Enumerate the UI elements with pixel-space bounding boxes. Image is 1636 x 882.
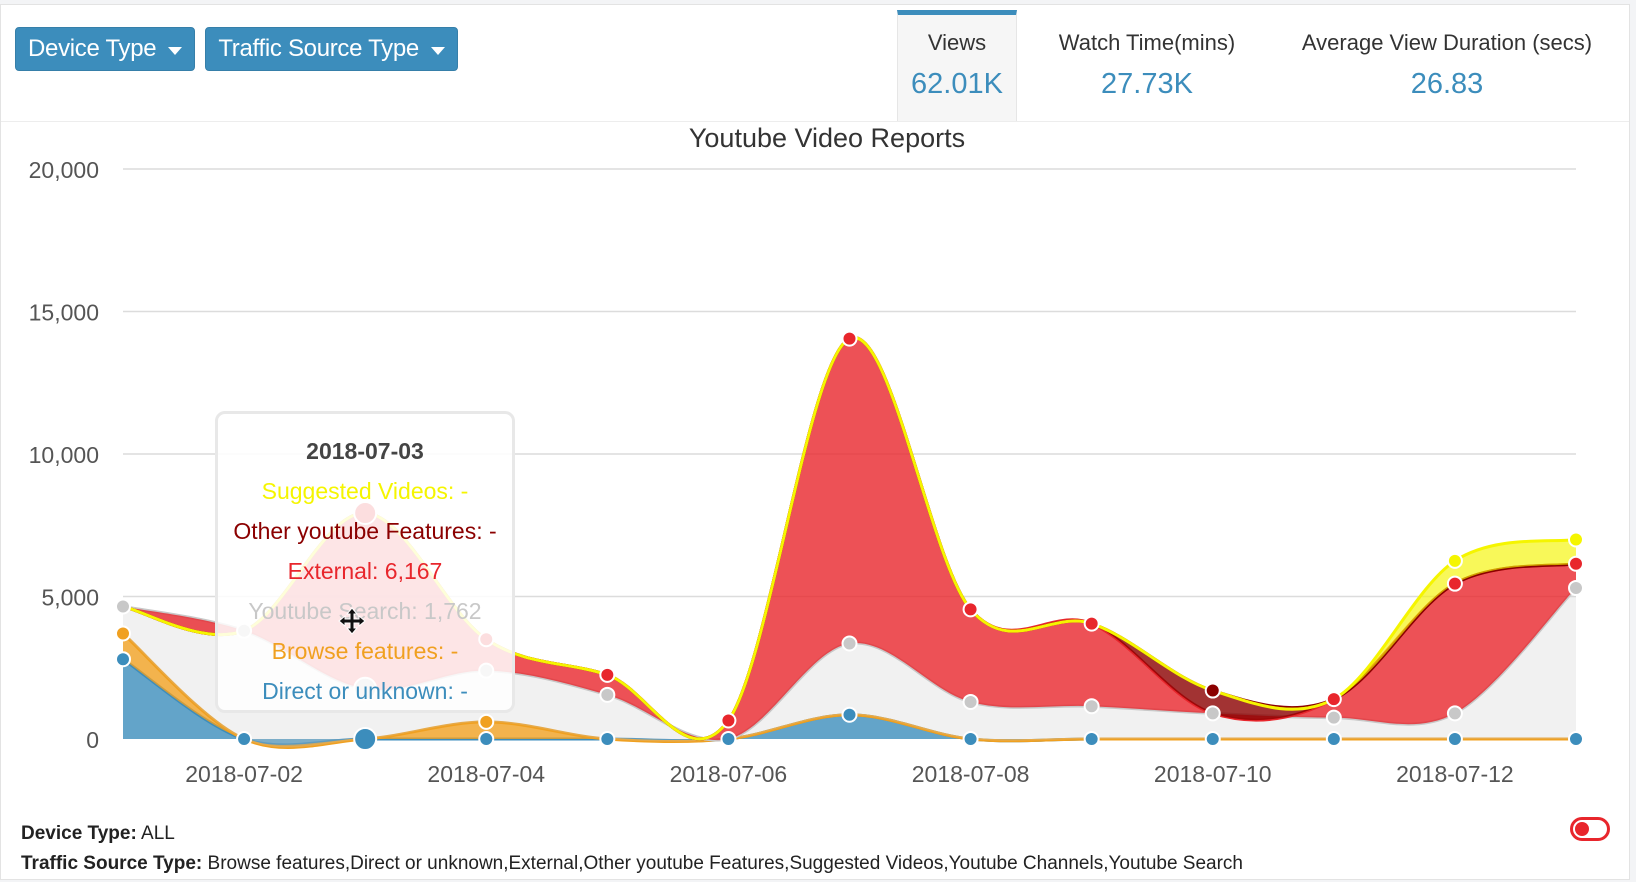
- data-point: [841, 635, 858, 652]
- metric-label: Watch Time(mins): [1058, 30, 1236, 55]
- device-type-dropdown[interactable]: Device Type: [15, 27, 196, 71]
- x-tick-label: 2018-07-12: [1396, 761, 1514, 787]
- data-point: [1568, 731, 1584, 747]
- data-point: [1568, 555, 1584, 572]
- traffic-source-dropdown[interactable]: Traffic Source Type: [205, 27, 458, 71]
- metric-value: 26.83: [1410, 68, 1484, 100]
- metric-tabs: Views 62.01K Watch Time(mins) 27.73K Ave…: [897, 10, 1617, 122]
- toggle-knob: [1575, 822, 1589, 836]
- tooltip-date: 2018-07-03: [306, 438, 424, 464]
- data-point: [962, 693, 979, 710]
- data-point: [478, 713, 495, 730]
- data-point: [599, 731, 616, 747]
- data-point: [720, 731, 737, 747]
- y-tick-label: 20,000: [29, 157, 99, 183]
- metric-tab-views[interactable]: Views 62.01K: [897, 10, 1017, 122]
- chart-tooltip: 2018-07-03 Suggested Videos: - Other yout…: [215, 411, 515, 713]
- toggle-switch[interactable]: [1570, 817, 1610, 841]
- traffic-source-summary-label: Traffic Source Type:: [21, 853, 203, 874]
- data-point: [1568, 531, 1584, 548]
- data-point: [720, 712, 737, 729]
- data-point: [115, 625, 131, 642]
- y-tick-label: 15,000: [29, 300, 99, 326]
- data-point: [1204, 705, 1221, 722]
- traffic-source-summary: Traffic Source Type: Browse features,Dir…: [21, 849, 1243, 879]
- data-point: [115, 651, 131, 668]
- tooltip-line: Other youtube Features: -: [233, 518, 497, 544]
- chart-axes: 0 5,000 10,000 15,000 20,000 2018-07-02 2018-0…: [29, 157, 1514, 787]
- data-point: [962, 731, 979, 747]
- data-point: [962, 601, 979, 618]
- y-tick-label: 10,000: [29, 442, 99, 468]
- metric-label: Views: [927, 30, 987, 55]
- traffic-source-label: Traffic Source Type: [218, 35, 419, 62]
- x-tick-label: 2018-07-06: [670, 761, 788, 787]
- x-tick-label: 2018-07-04: [427, 761, 545, 787]
- data-point: [115, 598, 131, 615]
- y-tick-label: 5,000: [41, 585, 99, 611]
- data-point: [1446, 705, 1463, 722]
- data-point: [1446, 552, 1463, 569]
- move-cursor-icon: [338, 607, 366, 635]
- chevron-down-icon: [430, 46, 445, 55]
- x-tick-label: 2018-07-02: [185, 761, 303, 787]
- data-point: [841, 330, 858, 347]
- x-tick-label: 2018-07-10: [1154, 761, 1272, 787]
- data-point: [1204, 731, 1221, 747]
- tooltip-line: Browse features: -: [271, 638, 459, 664]
- data-point: [1325, 709, 1342, 726]
- x-tick-label: 2018-07-08: [912, 761, 1030, 787]
- data-point: [599, 686, 616, 703]
- device-type-label: Device Type: [28, 35, 157, 62]
- filter-toolbar: Device Type Traffic Source Type: [15, 27, 458, 71]
- tooltip-line: Suggested Videos: -: [261, 478, 469, 504]
- data-point: [1083, 615, 1100, 632]
- tooltip-line: Direct or unknown: -: [262, 678, 468, 704]
- tooltip-line: External: 6,167: [287, 558, 443, 584]
- metric-value: 27.73K: [1101, 68, 1193, 100]
- tooltip-line: Youtube Search: 1,762: [248, 598, 482, 624]
- device-type-summary-label: Device Type:: [21, 823, 137, 844]
- data-point: [236, 731, 253, 747]
- metric-label: Average View Duration (secs): [1301, 30, 1593, 55]
- data-point: [1568, 579, 1584, 596]
- data-point: [1083, 698, 1100, 715]
- data-point: [1446, 731, 1463, 747]
- data-point: [1325, 731, 1342, 747]
- filter-summary: Device Type: ALL Traffic Source Type: Br…: [21, 819, 1243, 879]
- data-point: [599, 666, 616, 683]
- chevron-down-icon: [168, 46, 183, 55]
- series-area: [123, 659, 1576, 745]
- metric-tab-avg-duration[interactable]: Average View Duration (secs) 26.83: [1277, 10, 1617, 122]
- data-point: [841, 706, 858, 723]
- data-point: [1325, 691, 1342, 708]
- data-point: [1204, 682, 1221, 699]
- traffic-source-summary-value: Browse features,Direct or unknown,Extern…: [207, 853, 1244, 874]
- metric-value: 62.01K: [911, 68, 1003, 100]
- header-divider: [1, 121, 1629, 122]
- data-point: [1446, 575, 1463, 592]
- data-point: [478, 731, 495, 747]
- data-point: [1083, 731, 1100, 747]
- data-point: [353, 727, 378, 751]
- metric-tab-watch-time[interactable]: Watch Time(mins) 27.73K: [1017, 10, 1277, 122]
- device-type-summary: Device Type: ALL: [21, 819, 1243, 849]
- report-panel: Device Type Traffic Source Type Views 62…: [0, 4, 1630, 880]
- y-tick-label: 0: [86, 727, 99, 753]
- device-type-summary-value: ALL: [141, 823, 175, 844]
- chart-title: Youtube Video Reports: [689, 123, 965, 153]
- chart-points: [115, 330, 1584, 751]
